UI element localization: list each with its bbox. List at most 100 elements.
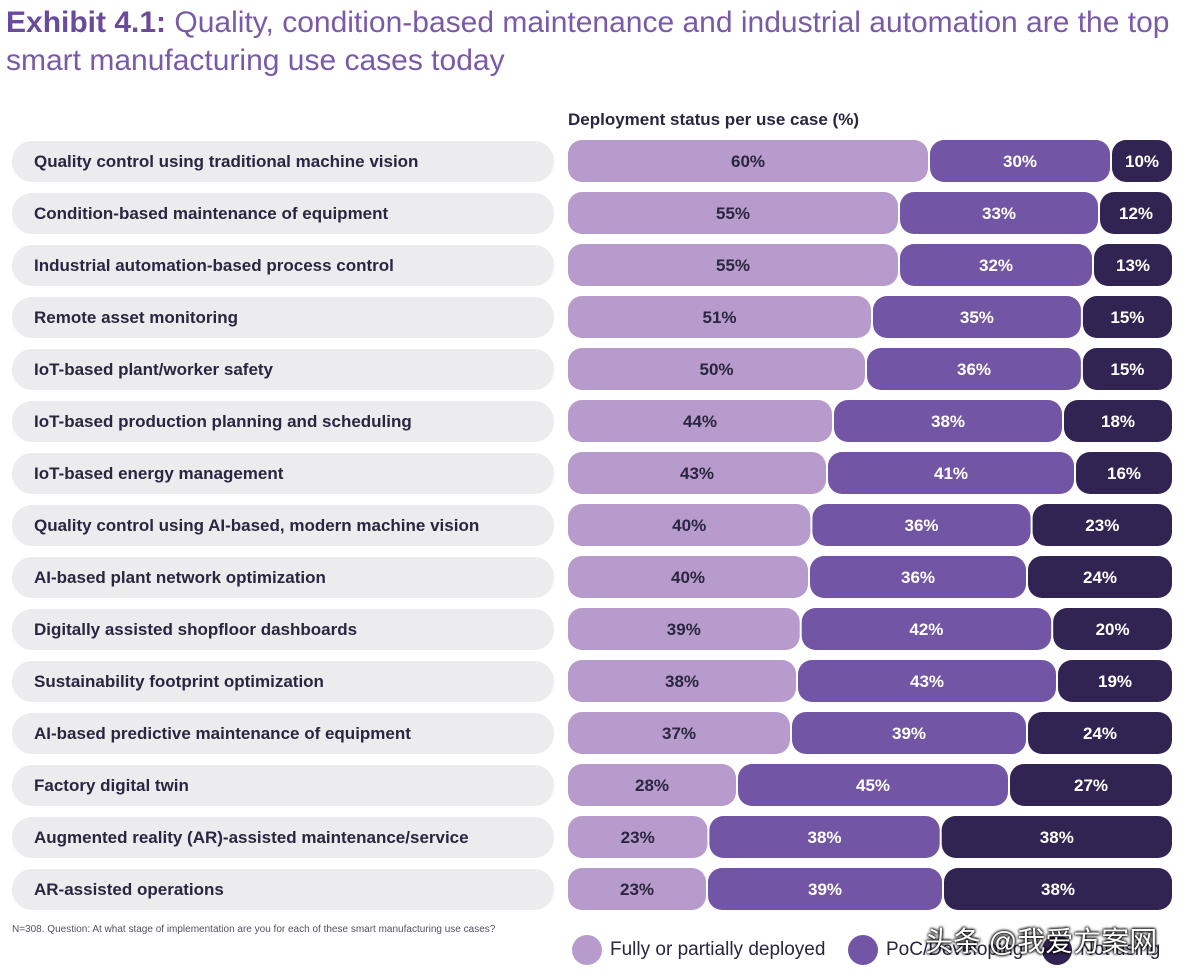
- data-label-not-using: 10%: [1125, 152, 1159, 171]
- bar-segment-deployed: [568, 452, 826, 494]
- data-label-deployed: 60%: [731, 152, 765, 171]
- data-label-not-using: 12%: [1119, 204, 1153, 223]
- data-label-poc: 45%: [856, 776, 890, 795]
- data-label-poc: 36%: [957, 360, 991, 379]
- bar-segment-poc: [930, 140, 1110, 182]
- category-label: Augmented reality (AR)-assisted maintena…: [12, 816, 554, 858]
- bar-segment-not-using: [1082, 296, 1172, 338]
- bar-segment-deployed: [568, 296, 871, 338]
- bar-segment-not-using: [1028, 712, 1172, 754]
- bar-segment-deployed: [568, 712, 790, 754]
- category-label: Digitally assisted shopfloor dashboards: [12, 608, 554, 650]
- bar-segment-deployed: [568, 816, 708, 858]
- data-label-not-using: 16%: [1107, 464, 1141, 483]
- data-label-deployed: 50%: [699, 360, 733, 379]
- category-label: Quality control using traditional machin…: [12, 140, 554, 182]
- legend-swatch: [1042, 935, 1072, 965]
- legend-item-poc: PoC/Developing: [848, 932, 1023, 968]
- bar-segment-deployed: [568, 348, 865, 390]
- bar-segment-not-using: [1053, 608, 1172, 650]
- bar-segment-poc: [738, 764, 1008, 806]
- legend-label: Not using: [1080, 939, 1161, 960]
- category-label: AI-based plant network optimization: [12, 556, 554, 598]
- exhibit-number: Exhibit 4.1:: [6, 6, 167, 39]
- bar-segment-deployed: [568, 764, 736, 806]
- bar-segment-poc: [900, 192, 1098, 234]
- data-label-deployed: 55%: [716, 204, 750, 223]
- data-label-deployed: 37%: [662, 724, 696, 743]
- bar-segment-not-using: [1028, 556, 1172, 598]
- data-label-deployed: 40%: [671, 568, 705, 587]
- data-label-poc: 36%: [901, 568, 935, 587]
- data-label-not-using: 24%: [1083, 568, 1117, 587]
- data-label-poc: 39%: [808, 880, 842, 899]
- chart-title: Exhibit 4.1: Quality, condition-based ma…: [6, 4, 1196, 80]
- data-label-poc: 39%: [892, 724, 926, 743]
- data-label-deployed: 51%: [702, 308, 736, 327]
- data-label-deployed: 55%: [716, 256, 750, 275]
- bar-segment-not-using: [1058, 660, 1172, 702]
- data-label-not-using: 23%: [1085, 516, 1119, 535]
- data-label-poc: 36%: [904, 516, 938, 535]
- data-label-not-using: 15%: [1110, 360, 1144, 379]
- bar-segment-poc: [798, 660, 1056, 702]
- data-label-not-using: 20%: [1096, 620, 1130, 639]
- data-label-deployed: 39%: [667, 620, 701, 639]
- data-label-deployed: 44%: [683, 412, 717, 431]
- category-label: IoT-based plant/worker safety: [12, 348, 554, 390]
- category-label: Quality control using AI-based, modern m…: [12, 504, 554, 546]
- bar-segment-not-using: [944, 868, 1172, 910]
- bar-segment-poc: [828, 452, 1074, 494]
- chart-subtitle: Deployment status per use case (%): [568, 110, 859, 129]
- bar-segment-poc: [792, 712, 1026, 754]
- bar-segment-deployed: [568, 140, 928, 182]
- category-label: IoT-based production planning and schedu…: [12, 400, 554, 442]
- category-label: Industrial automation-based process cont…: [12, 244, 554, 286]
- bar-segment-not-using: [1100, 192, 1172, 234]
- bar-segment-deployed: [568, 400, 832, 442]
- bar-segment-deployed: [568, 660, 796, 702]
- bar-segment-poc: [801, 608, 1052, 650]
- bar-segment-not-using: [1094, 244, 1172, 286]
- category-label: Sustainability footprint optimization: [12, 660, 554, 702]
- bar-segment-not-using: [1112, 140, 1172, 182]
- data-label-poc: 30%: [1003, 152, 1037, 171]
- data-label-poc: 32%: [979, 256, 1013, 275]
- bar-segment-deployed: [568, 192, 898, 234]
- data-label-poc: 38%: [931, 412, 965, 431]
- legend-label: Fully or partially deployed: [610, 939, 826, 960]
- bar-segment-deployed: [568, 244, 898, 286]
- title-text: Quality, condition-based maintenance and…: [6, 6, 1170, 77]
- data-label-not-using: 13%: [1116, 256, 1150, 275]
- data-label-deployed: 23%: [621, 828, 655, 847]
- bar-segment-deployed: [568, 504, 811, 546]
- bar-segment-not-using: [1032, 504, 1172, 546]
- data-label-deployed: 43%: [680, 464, 714, 483]
- category-label: Remote asset monitoring: [12, 296, 554, 338]
- bar-segment-not-using: [941, 816, 1172, 858]
- data-label-deployed: 23%: [620, 880, 654, 899]
- data-label-not-using: 18%: [1101, 412, 1135, 431]
- bar-segment-not-using: [1010, 764, 1172, 806]
- category-label: AI-based predictive maintenance of equip…: [12, 712, 554, 754]
- category-label: Condition-based maintenance of equipment: [12, 192, 554, 234]
- watermark: 头条 @我爱方案网: [925, 926, 1158, 957]
- data-label-not-using: 19%: [1098, 672, 1132, 691]
- data-label-deployed: 40%: [672, 516, 706, 535]
- data-label-poc: 41%: [934, 464, 968, 483]
- bar-segment-not-using: [1082, 348, 1172, 390]
- legend-item-deployed: Fully or partially deployed: [572, 932, 825, 968]
- bar-segment-poc: [900, 244, 1092, 286]
- legend-item-not-using: Not using: [1042, 932, 1160, 968]
- data-label-deployed: 28%: [635, 776, 669, 795]
- data-label-poc: 43%: [910, 672, 944, 691]
- category-label: IoT-based energy management: [12, 452, 554, 494]
- bar-segment-poc: [708, 868, 942, 910]
- bar-segment-poc: [709, 816, 940, 858]
- data-label-poc: 38%: [807, 828, 841, 847]
- legend-swatch: [848, 935, 878, 965]
- bar-segment-poc: [812, 504, 1031, 546]
- bar-segment-not-using: [1064, 400, 1172, 442]
- bar-segment-deployed: [568, 608, 800, 650]
